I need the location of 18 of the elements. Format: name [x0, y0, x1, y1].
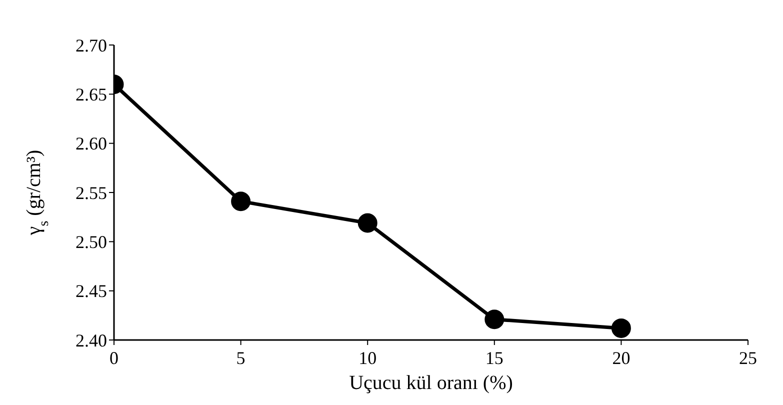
y-tick-label: 2.60 — [76, 134, 107, 154]
x-tick-label: 5 — [236, 348, 246, 368]
x-tick-label: 10 — [358, 348, 377, 368]
point — [611, 318, 631, 338]
x-axis-title: Uçucu kül oranı (%) — [349, 372, 513, 394]
y-tick-label: 2.70 — [76, 35, 107, 56]
y-tick-label: 2.65 — [76, 84, 107, 105]
y-tick-label: 2.50 — [76, 232, 107, 252]
y-tick-label: 2.45 — [76, 281, 107, 302]
x-tick-label: 0 — [110, 348, 118, 368]
y-tick-label: 2.40 — [76, 330, 107, 350]
point — [231, 192, 251, 212]
x-tick-label: 25 — [739, 348, 757, 368]
x-tick-label: 20 — [612, 348, 630, 368]
x-tick-label: 15 — [485, 348, 504, 368]
point — [484, 310, 504, 330]
y-tick-label: 2.55 — [76, 182, 107, 203]
point — [358, 213, 378, 233]
